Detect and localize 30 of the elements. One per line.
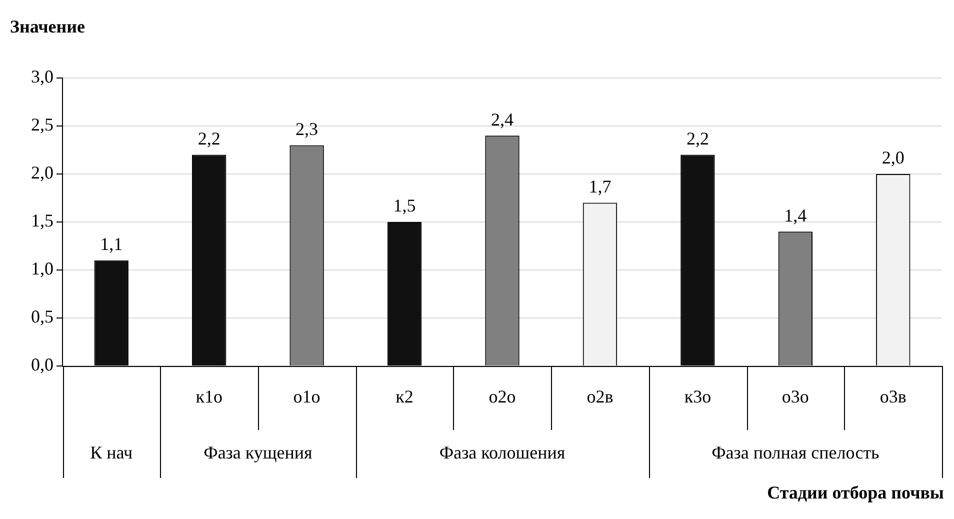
text: К нач (90, 442, 133, 463)
y-tick-label: 2,5 (31, 114, 54, 135)
data-label: 1,4 (784, 205, 807, 226)
data-label: 2,3 (296, 118, 318, 139)
y-tick-label: 0,0 (31, 354, 54, 375)
x-tick-label: о2в (586, 386, 614, 407)
x-tick-label: о2о (488, 386, 516, 407)
data-label: 1,1 (100, 234, 123, 254)
y-tick-label: 3,0 (31, 66, 54, 87)
data-label: 1,7 (588, 176, 612, 197)
x-tick-label: о1о (293, 386, 320, 407)
text: Фаза кущения (204, 442, 312, 463)
data-label: 1,5 (393, 196, 416, 216)
x-axis-title: Стадии отбора почвы (767, 482, 944, 503)
data-label: 2,4 (491, 109, 514, 130)
text: Фаза полная спелость (712, 442, 880, 463)
y-tick-label: 1,5 (31, 210, 54, 231)
x-tick-label: к1о (196, 386, 222, 407)
y-tick-label: 1,0 (31, 258, 54, 279)
x-tick-label: к2 (396, 386, 414, 407)
y-axis-title: Значение (10, 16, 86, 37)
x-tick-label: к3о (684, 386, 712, 407)
y-tick-label: 2,0 (31, 162, 54, 183)
data-label: 2,2 (686, 128, 709, 149)
data-label: 2,0 (882, 148, 904, 168)
text: Фаза колошения (439, 442, 566, 463)
y-tick-label: 0,5 (31, 306, 54, 327)
x-tick-label: о3в (880, 386, 906, 407)
x-tick-label: о3о (782, 386, 809, 407)
data-label: 2,2 (198, 128, 220, 149)
